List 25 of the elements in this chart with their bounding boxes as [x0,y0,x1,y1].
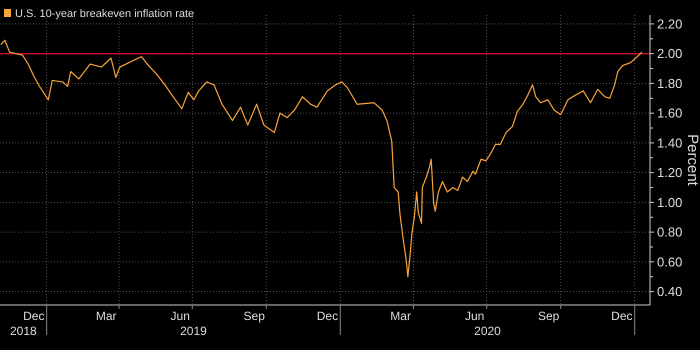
x-tick-label: Mar [390,309,411,323]
y-tick-label: 1.00 [657,194,682,210]
x-tick-label: Dec [316,309,338,323]
y-tick-label: 1.20 [657,165,682,180]
x-tick-label: Dec [611,309,633,323]
x-tick-label: Jun [464,309,484,323]
y-axis-title: Percent [684,134,700,187]
y-tick-label: 0.80 [657,224,682,240]
y-tick-label: 1.60 [657,106,682,121]
text: 2019 [180,324,208,338]
legend-label: U.S. 10-year breakeven inflation rate [15,8,194,20]
y-tick-label: 0.40 [657,284,682,300]
y-tick-label: 1.80 [657,76,682,91]
x-tick-label: Sep [244,309,266,323]
y-tick-label: 2.00 [657,46,682,62]
x-tick-label: Sep [538,309,560,323]
y-tick-label: 1.40 [657,135,682,150]
y-tick-label: 0.60 [657,254,682,270]
line-series [0,40,643,278]
x-tick-label: Dec [23,309,44,323]
x-tick-label: Jun [170,309,190,323]
x-tick-label: Mar [96,309,117,323]
text: 2018 [10,324,37,338]
y-tick-label: 2.20 [657,16,682,32]
text: 2020 [474,324,502,338]
